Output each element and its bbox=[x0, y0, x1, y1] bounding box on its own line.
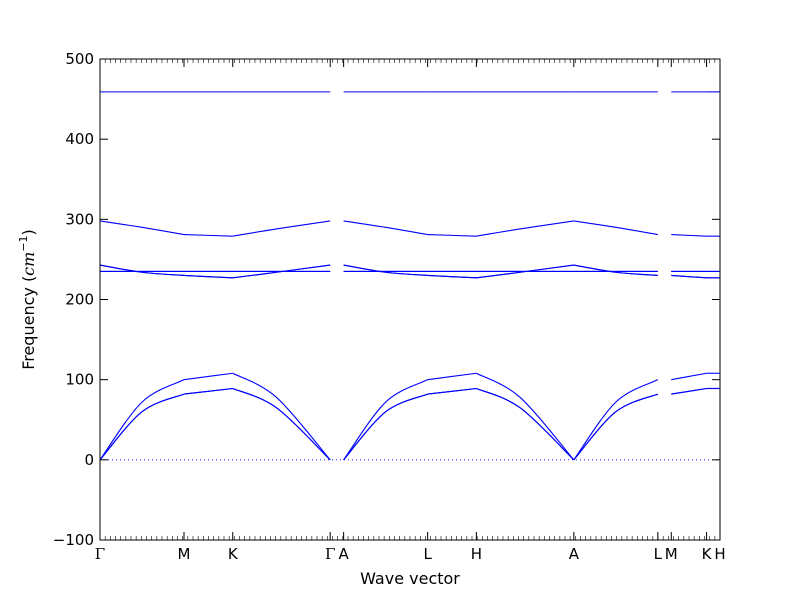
band-line-seg7-branch2 bbox=[671, 372, 707, 381]
x-tick-label: A bbox=[569, 545, 580, 563]
y-tick-label: −100 bbox=[53, 531, 94, 549]
x-axis-label: Wave vector bbox=[360, 569, 460, 588]
bands-layer bbox=[99, 91, 720, 461]
x-tick-label: A bbox=[338, 545, 349, 563]
band-line-seg4-branch1 bbox=[427, 387, 477, 395]
band-line-seg3-branch1 bbox=[343, 393, 428, 461]
band-line-seg5-branch7 bbox=[476, 220, 574, 237]
band-line-seg2-branch7 bbox=[232, 220, 331, 237]
band-line-seg5-branch2 bbox=[476, 372, 575, 461]
y-axis-ticks: −100 0 100 200 300 400 500 bbox=[53, 50, 720, 549]
band-line-seg2-branch6 bbox=[232, 264, 331, 279]
band-line-seg0-branch1 bbox=[99, 393, 185, 461]
x-tick-label: L bbox=[423, 545, 432, 563]
y-tick-label: 200 bbox=[65, 291, 94, 309]
band-line-seg7-branch6 bbox=[671, 274, 707, 279]
band-line-seg6-branch6 bbox=[573, 264, 658, 276]
band-line-seg6-branch1 bbox=[573, 393, 659, 461]
y-tick-label: 500 bbox=[65, 50, 94, 68]
band-line-seg1-branch7 bbox=[183, 234, 233, 237]
y-axis-label: Frequency (cm−1) bbox=[17, 229, 38, 370]
band-line-seg0-branch2 bbox=[99, 379, 185, 461]
y-tick-label: 300 bbox=[65, 210, 94, 228]
x-tick-label: Γ bbox=[95, 545, 105, 563]
band-line-seg6-branch7 bbox=[573, 220, 658, 236]
band-line-seg1-branch2 bbox=[183, 372, 233, 381]
x-tick-label: M bbox=[665, 545, 678, 563]
x-tick-label: L bbox=[654, 545, 663, 563]
y-axis-label-unit: cm bbox=[19, 252, 38, 276]
band-line-seg1-branch1 bbox=[183, 387, 233, 395]
y-axis-label-prefix: Frequency ( bbox=[19, 276, 38, 370]
band-line-seg0-branch6 bbox=[99, 264, 185, 276]
y-tick-label: 100 bbox=[65, 371, 94, 389]
x-tick-label: H bbox=[471, 545, 482, 563]
band-line-seg4-branch6 bbox=[427, 274, 477, 279]
band-line-seg3-branch2 bbox=[343, 379, 428, 461]
x-tick-label: H bbox=[714, 545, 725, 563]
x-tick-label: K bbox=[702, 545, 713, 563]
band-line-seg5-branch1 bbox=[476, 387, 575, 461]
band-line-seg2-branch1 bbox=[232, 387, 331, 461]
y-axis-label-suffix: ) bbox=[19, 229, 38, 235]
x-tick-label: M bbox=[178, 545, 191, 563]
y-tick-label: 400 bbox=[65, 130, 94, 148]
band-line-seg3-branch6 bbox=[343, 264, 428, 276]
band-line-seg6-branch2 bbox=[573, 379, 659, 461]
x-tick-label: Γ bbox=[325, 545, 335, 563]
band-line-seg0-branch7 bbox=[99, 220, 185, 236]
y-axis-label-exponent: −1 bbox=[17, 235, 30, 251]
band-line-seg4-branch2 bbox=[427, 372, 477, 381]
band-line-seg1-branch6 bbox=[183, 274, 233, 279]
band-line-seg3-branch7 bbox=[343, 220, 428, 236]
minor-ticks bbox=[99, 59, 721, 540]
band-line-seg5-branch6 bbox=[476, 264, 574, 279]
band-line-seg2-branch2 bbox=[232, 372, 331, 461]
y-tick-label: 0 bbox=[84, 451, 94, 469]
band-line-seg4-branch7 bbox=[427, 234, 477, 237]
x-tick-label: K bbox=[228, 545, 239, 563]
band-line-seg7-branch7 bbox=[671, 234, 707, 237]
band-line-seg7-branch1 bbox=[671, 387, 707, 395]
